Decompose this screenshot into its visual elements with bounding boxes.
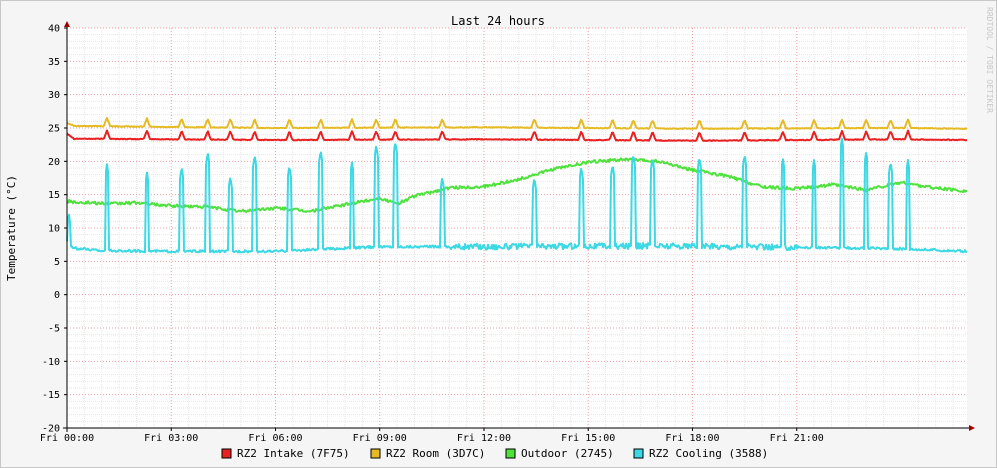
y-tick-label: 30 xyxy=(48,90,60,101)
axes xyxy=(63,21,975,432)
series-line-rz2-cooling-3588 xyxy=(66,137,968,254)
legend-label: Outdoor (2745) xyxy=(521,447,614,460)
y-tick-label: -15 xyxy=(42,390,60,401)
x-tick-label: Fri 00:00 xyxy=(40,433,94,444)
y-tick-label: 10 xyxy=(48,224,60,235)
y-tick-label: 0 xyxy=(54,290,60,301)
chart-title: Last 24 hours xyxy=(451,14,545,28)
legend-label: RZ2 Intake (7F75) xyxy=(237,447,350,460)
x-tick-label: Fri 12:00 xyxy=(457,433,511,444)
legend-label: RZ2 Room (3D7C) xyxy=(386,447,485,460)
y-axis-title: Temperature (°C) xyxy=(5,175,18,281)
y-tick-label: -5 xyxy=(48,324,60,335)
y-tick-label: 5 xyxy=(54,257,60,268)
y-axis-arrow xyxy=(64,21,70,27)
x-tick-label: Fri 09:00 xyxy=(353,433,407,444)
x-tick-label: Fri 03:00 xyxy=(144,433,198,444)
rrdtool-watermark: RRDTOOL / TOBI OETIKER xyxy=(985,7,994,113)
y-tick-label: 40 xyxy=(48,24,60,35)
x-tick-label: Fri 15:00 xyxy=(561,433,615,444)
series-group xyxy=(66,117,968,254)
y-tick-label: -20 xyxy=(42,424,60,435)
y-tick-label: 20 xyxy=(48,157,60,168)
y-tick-label: 25 xyxy=(48,124,60,135)
y-tick-label: 15 xyxy=(48,190,60,201)
legend-label: RZ2 Cooling (3588) xyxy=(649,447,768,460)
series-line-rz2-room-3d7c xyxy=(66,117,968,130)
x-tick-label: Fri 21:00 xyxy=(770,433,824,444)
series-line-rz2-intake-7f75 xyxy=(66,129,968,142)
legend-swatch xyxy=(221,448,232,459)
legend: RZ2 Intake (7F75) RZ2 Room (3D7C) Outdoor … xyxy=(221,447,768,460)
series-line-outdoor-2745 xyxy=(66,157,968,213)
x-tick-label: Fri 06:00 xyxy=(248,433,302,444)
y-axis-ticks: -20 -15 -10 -5 0 5 10 15 20 25 30 35 40 xyxy=(42,24,67,435)
legend-swatch xyxy=(505,448,516,459)
legend-swatch xyxy=(633,448,644,459)
x-tick-label: Fri 18:00 xyxy=(665,433,719,444)
x-axis-arrow xyxy=(969,425,975,431)
x-axis-ticks: Fri 00:00 Fri 03:00 Fri 06:00 Fri 09:00 Fri … xyxy=(40,428,824,444)
grid xyxy=(66,27,967,429)
y-tick-label: 35 xyxy=(48,57,60,68)
y-tick-label: -10 xyxy=(42,357,60,368)
legend-swatch xyxy=(370,448,381,459)
